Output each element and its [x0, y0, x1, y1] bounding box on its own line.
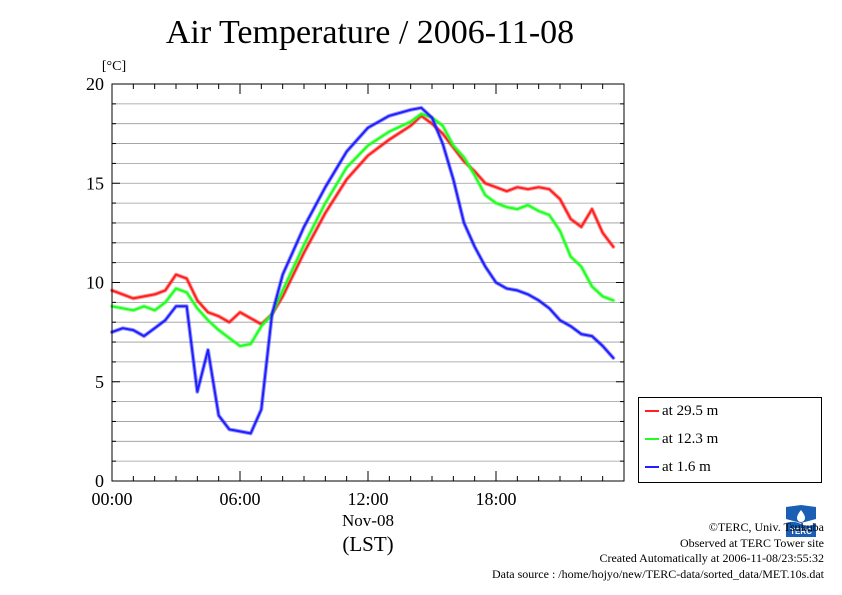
y-tick-label: 20 — [86, 74, 104, 94]
y-tick-label: 0 — [95, 471, 104, 491]
created-text: Created Automatically at 2006-11-08/23:5… — [599, 551, 824, 565]
legend-swatch-green — [645, 438, 659, 440]
svg-text:TERC: TERC — [790, 527, 812, 536]
chart-footer: ©TERC, Univ. Tsukuba Observed at TERC To… — [492, 520, 824, 582]
x-tick-label: 18:00 — [475, 489, 516, 509]
legend-item: at 12.3 m — [645, 429, 718, 449]
chart-title: Air Temperature / 2006-11-08 — [165, 14, 575, 51]
copyright-text: ©TERC, Univ. Tsukuba — [708, 520, 824, 534]
y-tick-label: 5 — [95, 372, 104, 392]
series-line — [111, 106, 615, 435]
legend-label: at 12.3 m — [662, 430, 719, 447]
x-axis-timezone-label: (LST) — [342, 532, 393, 556]
series-line-halo — [110, 105, 616, 436]
x-tick-label: 06:00 — [219, 489, 260, 509]
legend-swatch-blue — [645, 466, 659, 468]
grid-lines — [112, 103, 624, 462]
legend-item: at 29.5 m — [645, 401, 718, 421]
y-tick-label: 10 — [86, 273, 104, 293]
legend-label: at 1.6 m — [662, 458, 711, 475]
chart-legend: at 29.5 m at 12.3 m at 1.6 m — [638, 397, 822, 483]
y-unit-label: [°C] — [102, 59, 126, 74]
y-tick-labels: 0 5 10 15 20 — [86, 74, 104, 491]
axis-ticks — [111, 83, 625, 482]
x-axis-date-label: Nov-08 — [342, 511, 394, 530]
series-line — [111, 114, 615, 326]
series-line — [111, 112, 615, 347]
data-series — [110, 105, 616, 436]
x-tick-label: 12:00 — [347, 489, 388, 509]
observed-text: Observed at TERC Tower site — [679, 535, 824, 550]
x-tick-label: 00:00 — [91, 489, 132, 509]
x-tick-labels: 00:00 06:00 12:00 18:00 — [91, 489, 516, 509]
y-tick-label: 15 — [86, 173, 104, 193]
legend-item: at 1.6 m — [645, 457, 711, 477]
terc-logo-icon: TERC — [784, 503, 818, 539]
legend-label: at 29.5 m — [662, 402, 719, 419]
source-text: Data source : /home/hojyo/new/TERC-data/… — [491, 566, 824, 581]
legend-swatch-red — [645, 410, 659, 412]
